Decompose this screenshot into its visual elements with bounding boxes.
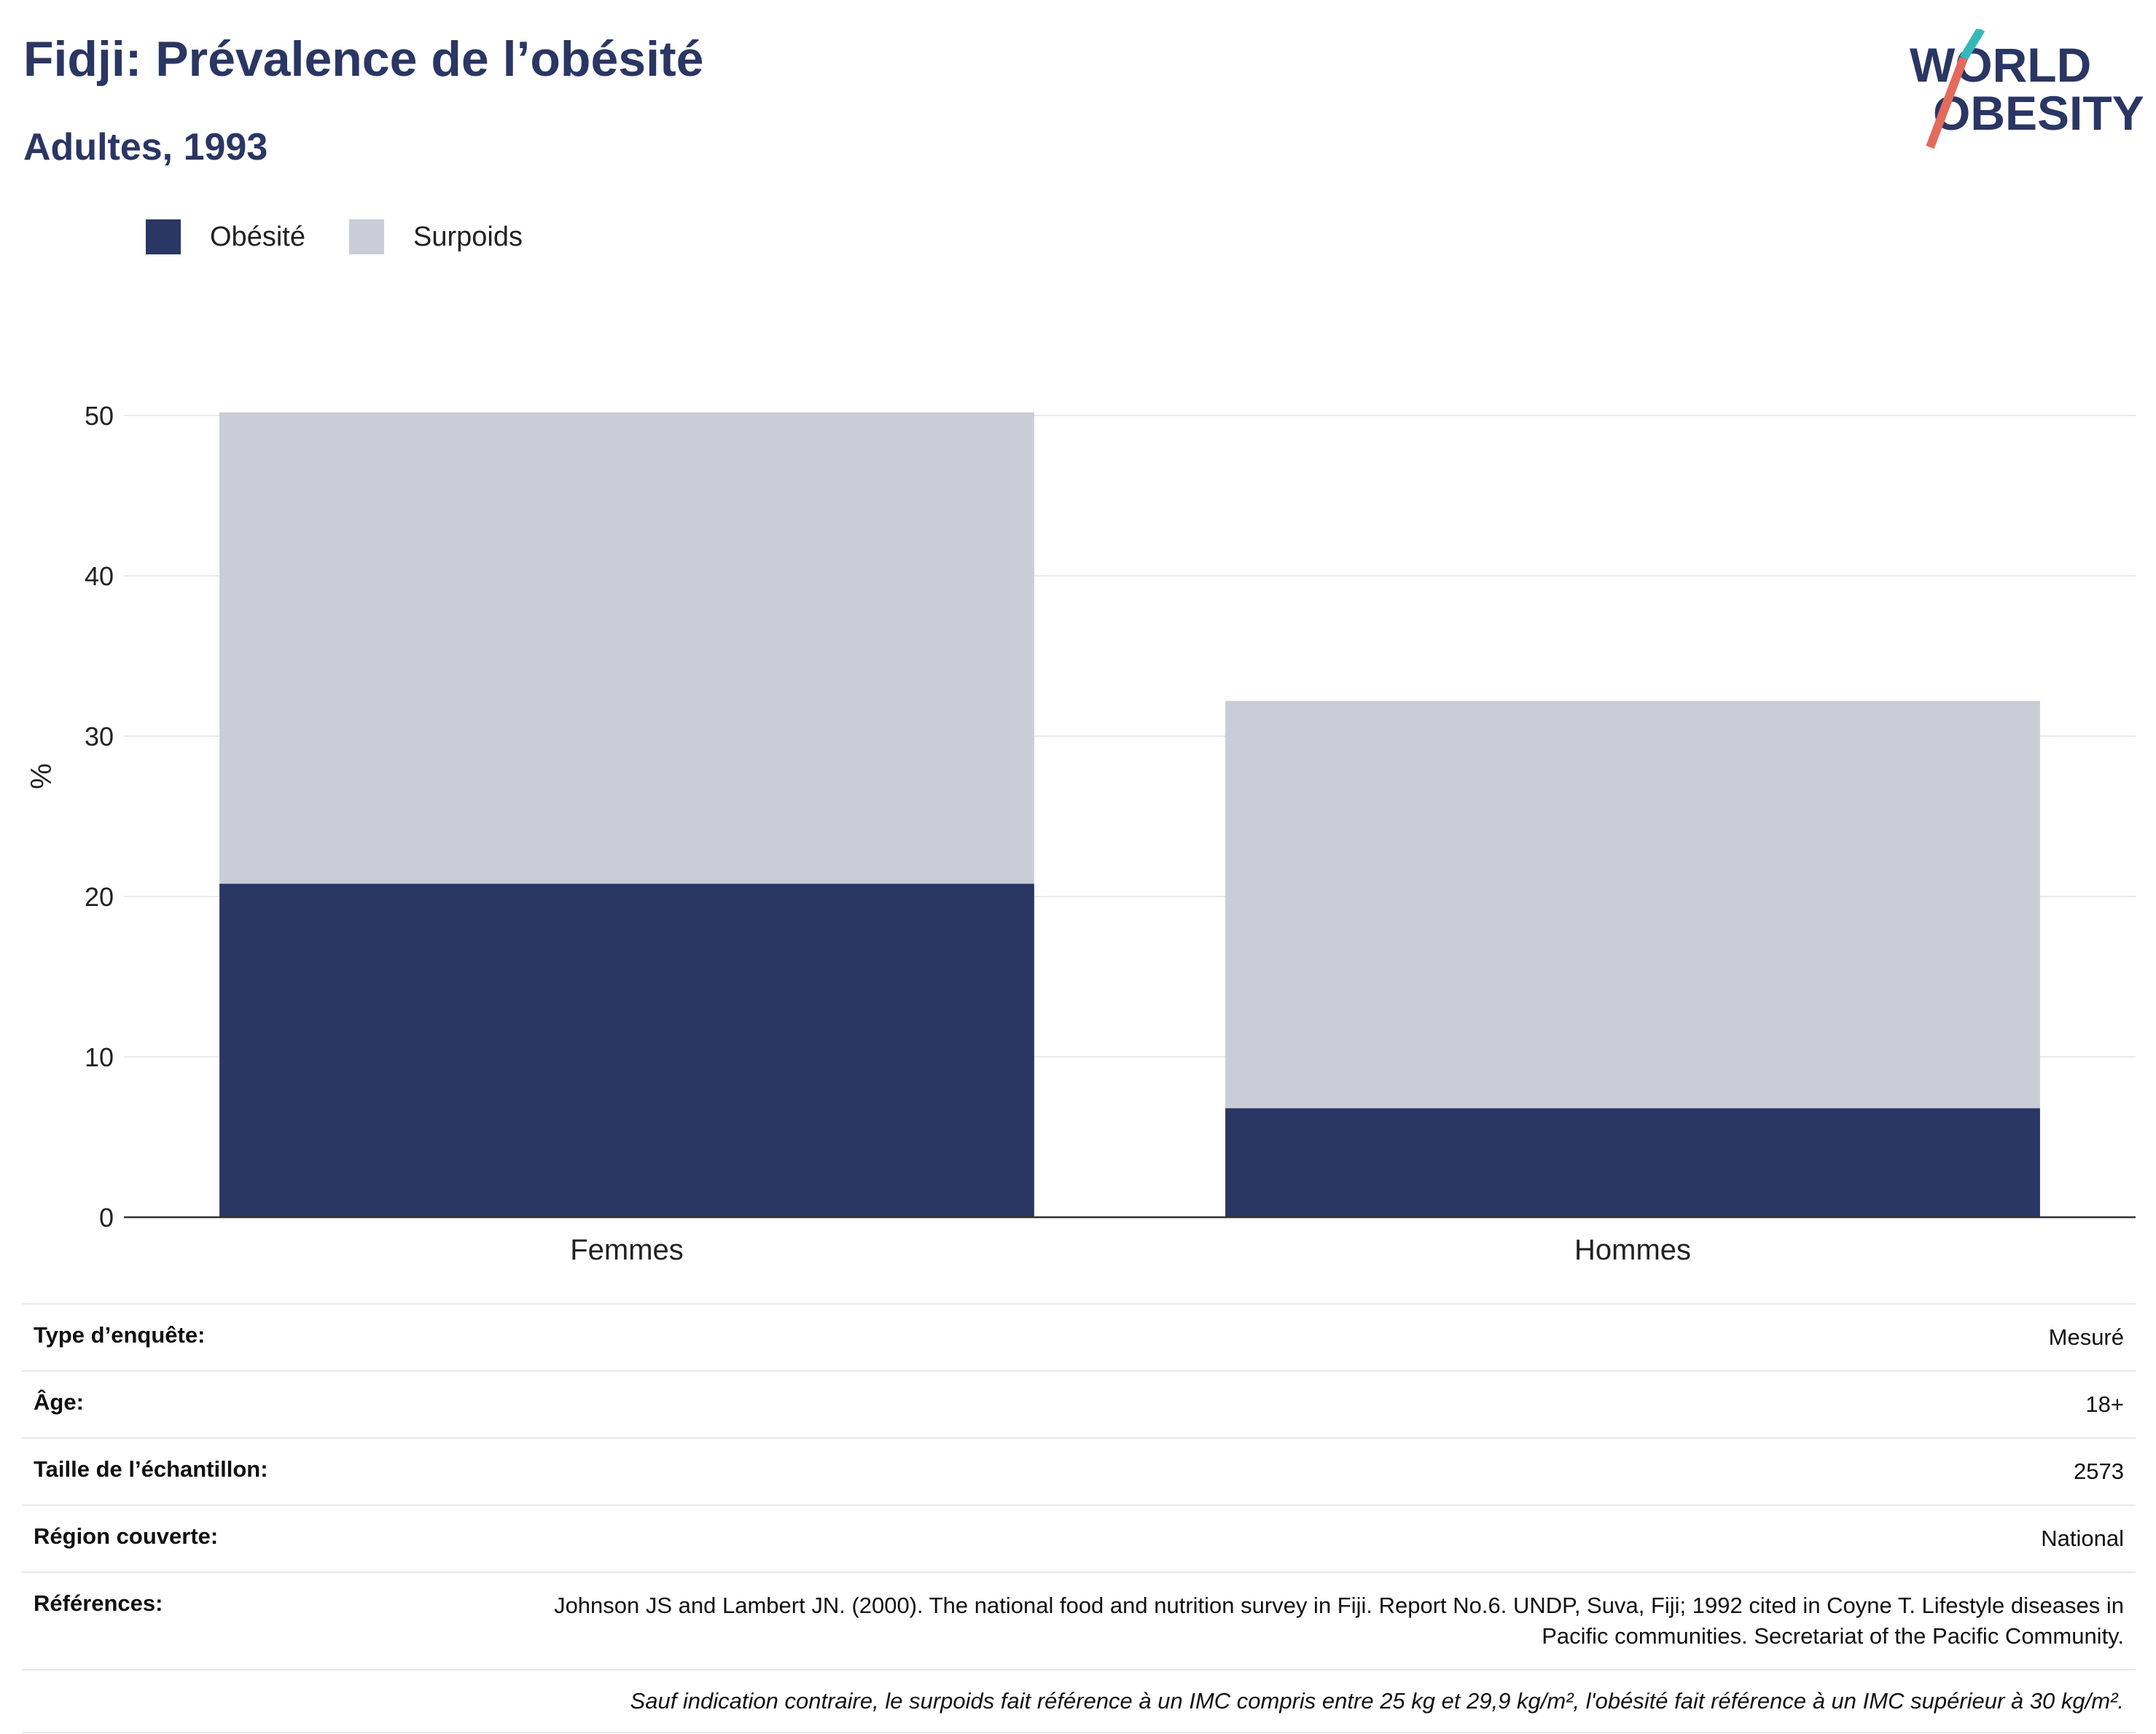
info-row-references: Références: Johnson JS and Lambert JN. (… (22, 1573, 2136, 1671)
chart-legend: Obésité Surpoids (146, 219, 566, 255)
survey-type-value: Mesuré (2048, 1324, 2124, 1350)
world-obesity-logo: WORLD OBESITY (1910, 29, 2143, 149)
logo-line1: WORLD (1910, 38, 2091, 92)
y-tick-label-40: 40 (85, 561, 114, 591)
y-tick-label-50: 50 (85, 401, 114, 431)
info-row-sample-size: Taille de l’échantillon: 2573 (22, 1439, 2136, 1506)
survey-info-table: Type d’enquête: Mesuré Âge: 18+ Taille d… (22, 1303, 2136, 1733)
y-tick-label-30: 30 (85, 722, 114, 751)
bar-femmes-series-0 (219, 883, 1034, 1217)
info-row-survey-type: Type d’enquête: Mesuré (22, 1305, 2136, 1372)
logo-line2: OBESITY (1933, 86, 2143, 140)
legend-label-surpoids: Surpoids (413, 221, 523, 252)
age-label: Âge: (34, 1389, 84, 1415)
region-label: Région couverte: (34, 1523, 219, 1549)
age-value: 18+ (2085, 1391, 2124, 1417)
bar-hommes-series-0 (1225, 1108, 2040, 1217)
bar-hommes-series-1 (1225, 700, 2040, 1109)
y-axis-label: % (26, 763, 58, 789)
references-value: Johnson JS and Lambert JN. (2000). The n… (554, 1593, 2124, 1649)
x-tick-label-femmes: Femmes (570, 1234, 684, 1266)
chart-subtitle: Adultes, 1993 (23, 126, 268, 168)
survey-type-label: Type d’enquête: (34, 1322, 206, 1348)
region-value: National (2041, 1526, 2124, 1551)
bar-chart: 0 10 20 30 40 50 Femmes Hommes% (26, 401, 2136, 1266)
legend-swatch-surpoids (348, 219, 384, 254)
info-row-note: Sauf indication contraire, le surpoids f… (22, 1671, 2136, 1733)
y-tick-label-10: 10 (85, 1042, 114, 1072)
legend-swatch-obesite (146, 219, 181, 254)
logo-slash-coral (1926, 56, 1968, 149)
y-tick-label-0: 0 (99, 1203, 114, 1233)
references-label: Références: (34, 1590, 163, 1616)
legend-item-obesite[interactable]: Obésité (146, 219, 305, 254)
legend-item-surpoids[interactable]: Surpoids (348, 219, 523, 254)
info-row-region: Région couverte: National (22, 1506, 2136, 1573)
sample-size-value: 2573 (2074, 1458, 2124, 1484)
sample-size-label: Taille de l’échantillon: (34, 1456, 268, 1482)
legend-label-obesite: Obésité (210, 221, 305, 252)
logo-slash-teal (1959, 29, 1985, 61)
definition-note: Sauf indication contraire, le surpoids f… (630, 1688, 2124, 1714)
y-tick-label-20: 20 (85, 882, 114, 912)
x-tick-label-hommes: Hommes (1574, 1234, 1691, 1266)
bar-femmes-series-1 (219, 412, 1034, 884)
info-row-age: Âge: 18+ (22, 1372, 2136, 1439)
chart-title: Fidji: Prévalence de l’obésité (23, 31, 704, 87)
